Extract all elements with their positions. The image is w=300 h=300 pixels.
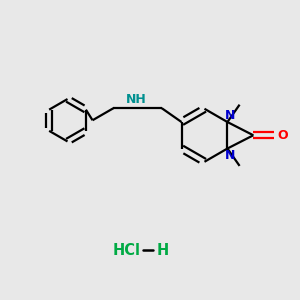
Text: NH: NH [126, 93, 146, 106]
Text: N: N [225, 148, 236, 161]
Text: O: O [277, 129, 287, 142]
Text: H: H [157, 243, 170, 258]
Text: N: N [225, 109, 236, 122]
Text: HCl: HCl [112, 243, 140, 258]
